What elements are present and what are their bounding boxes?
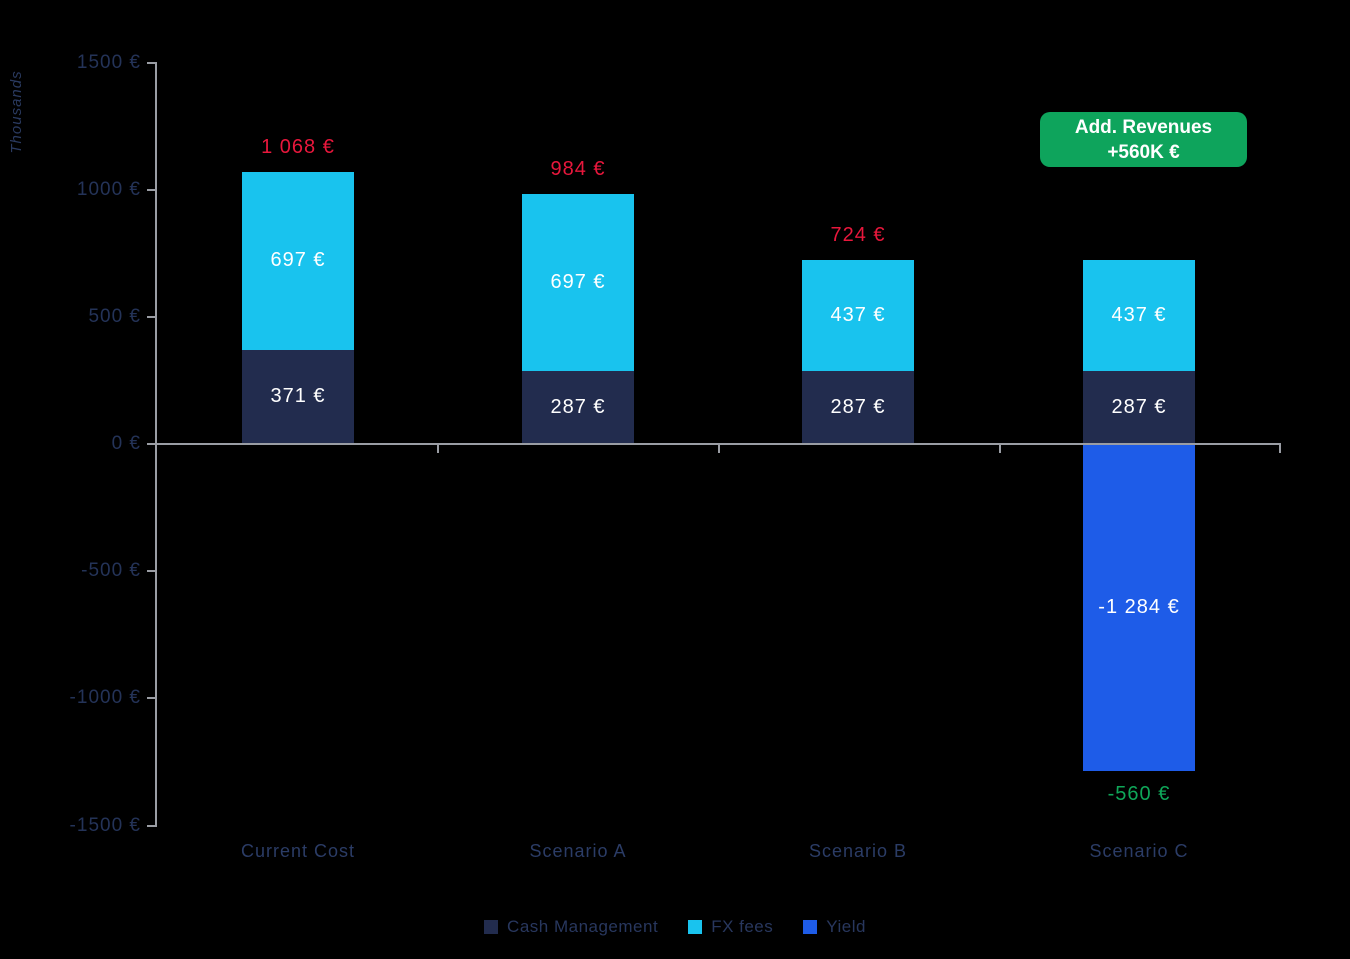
bar-segment-value-label: 287 € <box>1111 395 1167 418</box>
bar-segment-value-label: 697 € <box>270 249 326 272</box>
category-tick-mark <box>437 444 439 453</box>
bar-segment-fx-fees: 697 € <box>522 193 634 371</box>
bar-segment-value-label: 287 € <box>830 395 886 418</box>
bar-total-label: -560 € <box>1107 782 1171 805</box>
legend-label: Yield <box>826 917 866 936</box>
bar-segment-fx-fees: 697 € <box>242 172 354 350</box>
legend-item-fx-fees: FX fees <box>688 917 773 937</box>
bar-segment-cash-management: 287 € <box>522 371 634 444</box>
bar-segment-value-label: 371 € <box>270 385 326 408</box>
legend-item-yield: Yield <box>803 917 866 937</box>
category-tick-mark <box>1279 444 1281 453</box>
category-tick-mark <box>999 444 1001 453</box>
bar-segment-value-label: -1 284 € <box>1098 595 1180 618</box>
category-label-scenario-c: Scenario C <box>1089 841 1189 861</box>
category-label-current-cost: Current Cost <box>240 841 356 861</box>
y-tick-label: 500 € <box>88 305 141 327</box>
legend-item-cash-management: Cash Management <box>484 917 658 937</box>
y-tick-mark <box>147 61 156 64</box>
y-tick-mark <box>147 570 156 573</box>
y-tick-mark <box>147 188 156 191</box>
bar-segment-cash-management: 371 € <box>242 349 354 444</box>
category-label-scenario-a: Scenario A <box>529 841 627 861</box>
legend: Cash Management FX fees Yield <box>0 917 1350 937</box>
bar-segment-cash-management: 287 € <box>1083 371 1195 444</box>
y-tick-label: -500 € <box>81 560 141 582</box>
legend-swatch-icon <box>688 920 703 934</box>
badge-line1: Add. Revenues <box>1074 116 1213 138</box>
bar-segment-yield: -1 284 € <box>1083 444 1195 771</box>
bar-segment-value-label: 437 € <box>1111 303 1167 326</box>
category-label-scenario-b: Scenario B <box>808 841 908 861</box>
y-tick-label: -1500 € <box>69 814 141 836</box>
bar-segment-value-label: 287 € <box>550 395 606 418</box>
y-tick-label: -1000 € <box>69 687 141 709</box>
y-tick-mark <box>147 697 156 700</box>
y-tick-mark <box>147 443 156 445</box>
bar-total-label: 724 € <box>830 223 886 246</box>
bar-segment-fx-fees: 437 € <box>1083 259 1195 371</box>
badge-line2: +560K € <box>1107 141 1180 163</box>
additional-revenues-badge: Add. Revenues +560K € <box>1040 112 1247 167</box>
y-tick-label: 0 € <box>111 433 141 454</box>
legend-swatch-icon <box>803 920 818 934</box>
bar-total-label: 984 € <box>550 157 606 180</box>
legend-label: Cash Management <box>507 917 659 936</box>
bar-segment-value-label: 697 € <box>550 270 606 293</box>
category-tick-mark <box>718 444 720 453</box>
y-tick-label: 1500 € <box>76 51 141 73</box>
legend-label: FX fees <box>711 917 774 936</box>
bar-segment-value-label: 437 € <box>830 303 886 326</box>
bar-segment-cash-management: 287 € <box>802 371 914 444</box>
bar-total-label: 1 068 € <box>261 136 335 159</box>
y-tick-mark <box>147 315 156 318</box>
bar-segment-fx-fees: 437 € <box>802 259 914 371</box>
y-tick-mark <box>147 824 156 827</box>
y-tick-label: 1000 € <box>76 178 141 200</box>
legend-swatch-icon <box>484 920 499 934</box>
